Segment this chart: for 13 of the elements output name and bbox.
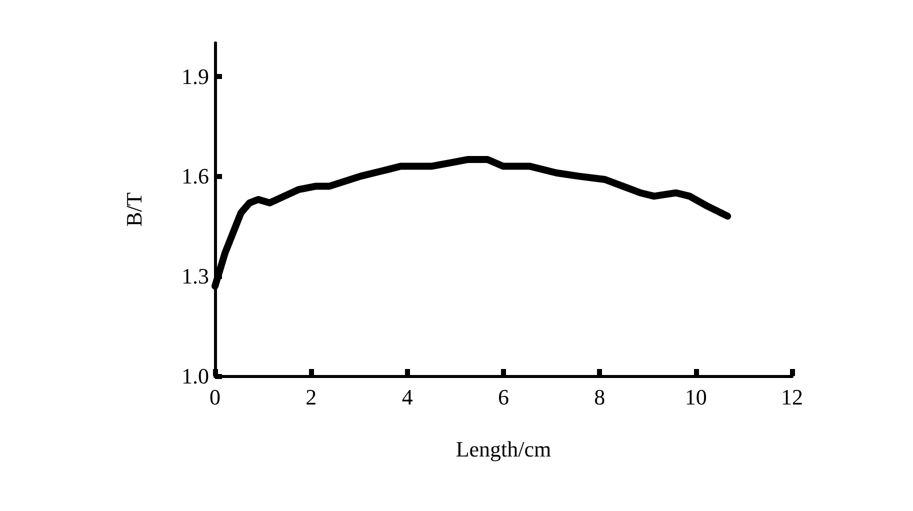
x-tick-label: 12 — [781, 384, 803, 410]
y-tick-label: 1.9 — [182, 64, 209, 89]
x-axis-title: Length/cm — [456, 436, 552, 462]
x-tick-label: 4 — [402, 384, 413, 410]
y-tick-label: 1.6 — [182, 164, 209, 189]
y-axis-title: B/T — [122, 192, 146, 227]
x-tick-label: 6 — [498, 384, 509, 410]
y-tick-label: 1.0 — [182, 364, 209, 388]
x-tick-label: 8 — [594, 384, 606, 410]
x-tick-label: 0 — [210, 384, 220, 410]
x-tick-label: 2 — [306, 384, 317, 410]
y-tick-label: 1.3 — [182, 264, 209, 289]
x-tick-label: 10 — [684, 384, 707, 410]
